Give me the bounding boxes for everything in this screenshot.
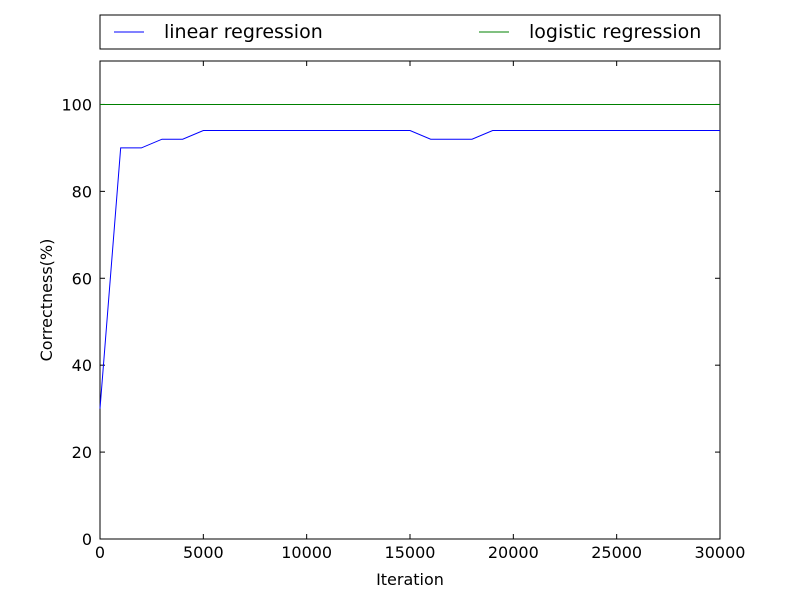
legend: linear regression logistic regression [99,14,721,50]
x-axis-label: Iteration [376,570,444,589]
series-line-linear-regression [99,130,720,409]
axis-tick-labels: 0 5000 10000 15000 20000 25000 30000 0 20 40 60 80 1… [61,95,745,562]
y-tick-label: 60 [72,269,92,288]
x-tick-label: 30000 [695,543,746,562]
legend-label-logistic-regression: logistic regression [529,21,701,43]
x-tick-label: 15000 [385,543,436,562]
plot-area [99,60,721,540]
y-tick-label: 40 [72,356,92,375]
x-tick-label: 10000 [281,543,332,562]
y-tick-label: 20 [72,443,92,462]
x-tick-label: 0 [95,543,105,562]
y-tick-label: 100 [61,95,92,114]
series-layer [99,103,720,409]
y-tick-label: 0 [82,530,92,549]
x-tick-label: 20000 [488,543,539,562]
y-axis-label: Correctness(%) [37,239,56,362]
x-tick-label: 25000 [591,543,642,562]
x-tick-label: 5000 [183,543,224,562]
y-tick-label: 80 [72,182,92,201]
legend-frame [99,14,721,50]
legend-label-linear-regression: linear regression [164,21,323,43]
